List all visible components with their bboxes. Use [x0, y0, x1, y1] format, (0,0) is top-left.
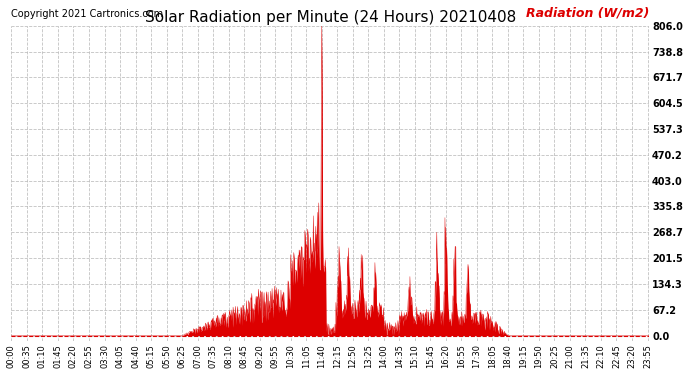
- Text: Radiation (W/m2): Radiation (W/m2): [526, 6, 649, 20]
- Text: Copyright 2021 Cartronics.com: Copyright 2021 Cartronics.com: [12, 9, 164, 20]
- Title: Solar Radiation per Minute (24 Hours) 20210408: Solar Radiation per Minute (24 Hours) 20…: [145, 9, 516, 24]
